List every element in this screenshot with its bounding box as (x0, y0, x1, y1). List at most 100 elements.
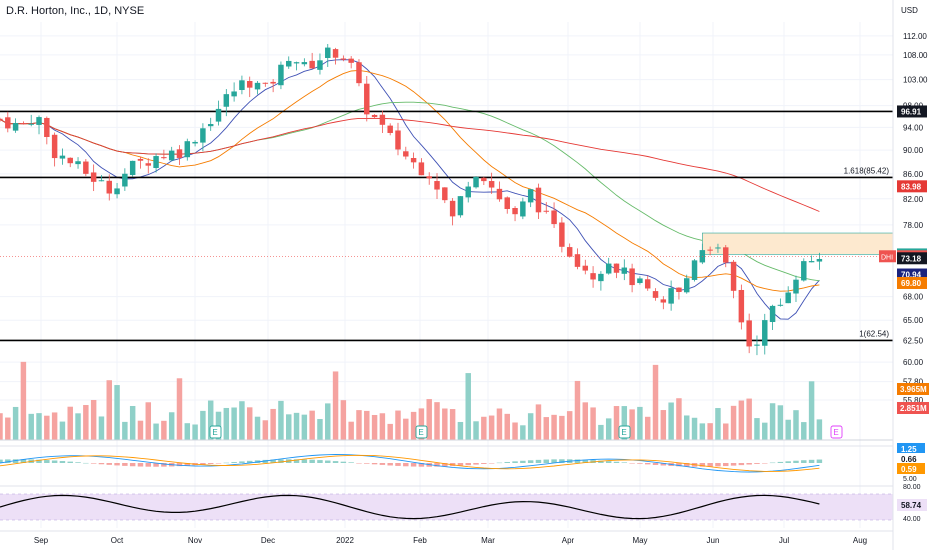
candle-body (75, 161, 81, 165)
candle-body (90, 172, 97, 182)
candle-body (137, 158, 144, 161)
rsi-line (0, 494, 820, 520)
earnings-marker (618, 425, 631, 439)
candle-body (379, 114, 386, 125)
candle-body (793, 279, 799, 294)
volume-bar (535, 404, 542, 440)
macd-histogram-bar (582, 459, 589, 463)
macd-histogram-bar (442, 463, 448, 467)
macd-histogram-bar (730, 463, 737, 466)
volume-bar (434, 402, 440, 440)
y-tick-label: 112.00 (903, 32, 927, 41)
resistance-zone (702, 232, 894, 255)
rsi-tick-label: 40.00 (903, 516, 921, 523)
macd-histogram-bar (356, 463, 362, 464)
earnings-marker-label: E (418, 428, 423, 437)
candle-body (145, 163, 152, 166)
candle-body (59, 155, 66, 159)
candle-body (278, 64, 284, 86)
volume-bar (543, 417, 549, 440)
volume-bar (816, 419, 823, 440)
volume-bar (293, 412, 300, 440)
volume-bar (621, 406, 628, 440)
x-tick-label: Oct (111, 536, 124, 545)
macd-histogram-bar (551, 459, 557, 463)
macd-histogram-bar (543, 459, 549, 463)
macd-histogram-bar (793, 460, 799, 463)
candle-body (293, 62, 300, 64)
price-label: 83.98 (901, 182, 922, 191)
macd-histogram-bar (598, 460, 604, 463)
volume-bar (410, 411, 417, 440)
candle-body (98, 180, 105, 182)
candle-body (348, 58, 354, 63)
volume-bar (90, 399, 97, 440)
macd-histogram-bar (629, 463, 635, 464)
volume-bar (129, 405, 136, 440)
price-label: 70.94 (901, 271, 922, 280)
volume-bar (161, 420, 167, 440)
volume-bar (44, 415, 50, 440)
candle-body (730, 261, 737, 291)
volume-bar (200, 410, 206, 440)
candle-body (574, 254, 581, 267)
macd-histogram-bar (184, 463, 191, 466)
price-label-bg (897, 252, 927, 265)
ma-50-line (0, 69, 820, 292)
volume-bar (262, 420, 269, 440)
volume-bar (364, 410, 370, 440)
volume-bar (684, 415, 690, 440)
candle-body (762, 320, 768, 346)
candle-body (200, 128, 206, 143)
candle-body (465, 186, 471, 198)
macd-histogram-bar (387, 463, 393, 466)
macd-histogram-bar (20, 459, 27, 463)
rsi-label-bg (897, 499, 927, 511)
candle-body (746, 320, 752, 347)
candle-body (808, 261, 815, 263)
candle-body (512, 208, 518, 215)
macd-histogram-bar (90, 463, 97, 464)
macd-histogram-bar (637, 463, 643, 464)
volume-bar (707, 423, 713, 440)
macd-histogram-bar (332, 461, 339, 463)
volume-bar (239, 401, 245, 440)
macd-histogram-bar (0, 459, 3, 463)
volume-bar (153, 423, 159, 440)
volume-bar (730, 405, 737, 440)
candle-body (387, 125, 393, 133)
candle-body (301, 62, 308, 65)
macd-histogram-bar (613, 461, 620, 463)
macd-histogram-bar (5, 459, 11, 463)
macd-histogram-bar (379, 463, 386, 465)
candle-body (325, 47, 331, 58)
volume-bar (317, 419, 323, 440)
candle-body (582, 265, 589, 271)
candle-body (20, 123, 27, 125)
volume-bar (637, 406, 643, 440)
volume-bar (496, 408, 503, 440)
candle-body (637, 278, 643, 284)
macd-histogram-bar (293, 459, 300, 463)
macd-histogram-bar (574, 459, 581, 463)
macd-histogram-bar (410, 463, 417, 467)
candle-body (168, 150, 175, 161)
volume-bar (176, 378, 183, 440)
volume-bar (387, 423, 393, 440)
candle-body (590, 273, 596, 280)
macd-signal-line (0, 454, 820, 472)
volume-bar (371, 414, 378, 440)
volume-bar (122, 421, 128, 440)
macd-histogram-bar (278, 459, 284, 463)
macd-label: 1.25 (901, 445, 917, 454)
candle-body (481, 177, 487, 182)
price-label: 69.80 (901, 279, 922, 288)
candle-body (67, 157, 73, 164)
volume-bar (0, 413, 3, 440)
earnings-marker (830, 425, 843, 439)
volume-bar (449, 409, 456, 440)
candle-body (231, 91, 237, 97)
macd-histogram-bar (207, 463, 214, 465)
